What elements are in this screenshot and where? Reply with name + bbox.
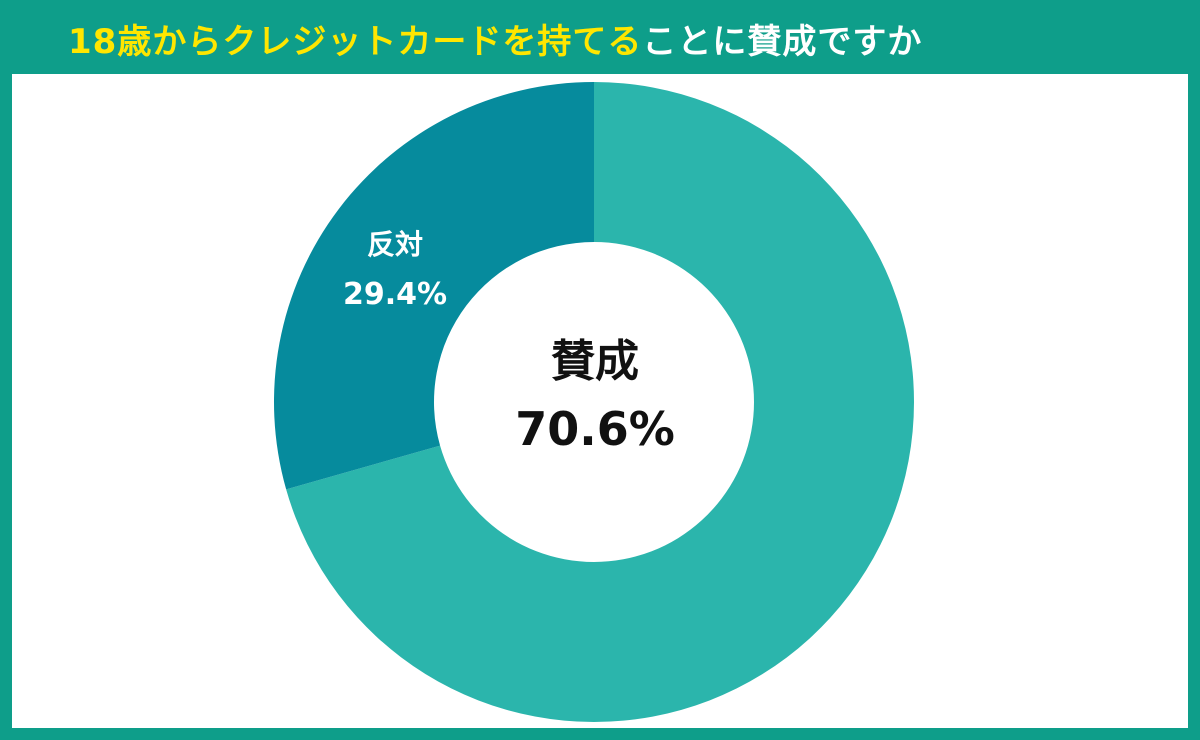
chart-title-highlight: 18歳からクレジットカードを持てる xyxy=(68,22,643,62)
chart-title-rest: ことに賛成ですか xyxy=(642,22,923,62)
slice-value-oppose: 29.4% xyxy=(342,277,448,312)
chart-title: 18歳からクレジットカードを持てることに賛成ですか xyxy=(68,14,922,70)
slice-agree xyxy=(286,82,915,722)
donut-slices xyxy=(274,82,915,722)
center-label: 賛成 70.6% xyxy=(445,330,745,464)
slice-label-group-oppose: 反対 29.4% xyxy=(300,220,490,320)
slice-oppose xyxy=(274,82,594,490)
slice-label-oppose: 反対 xyxy=(366,228,423,261)
slice-value-agree: 70.6% xyxy=(515,402,675,456)
slice-label-agree: 賛成 xyxy=(551,336,639,387)
